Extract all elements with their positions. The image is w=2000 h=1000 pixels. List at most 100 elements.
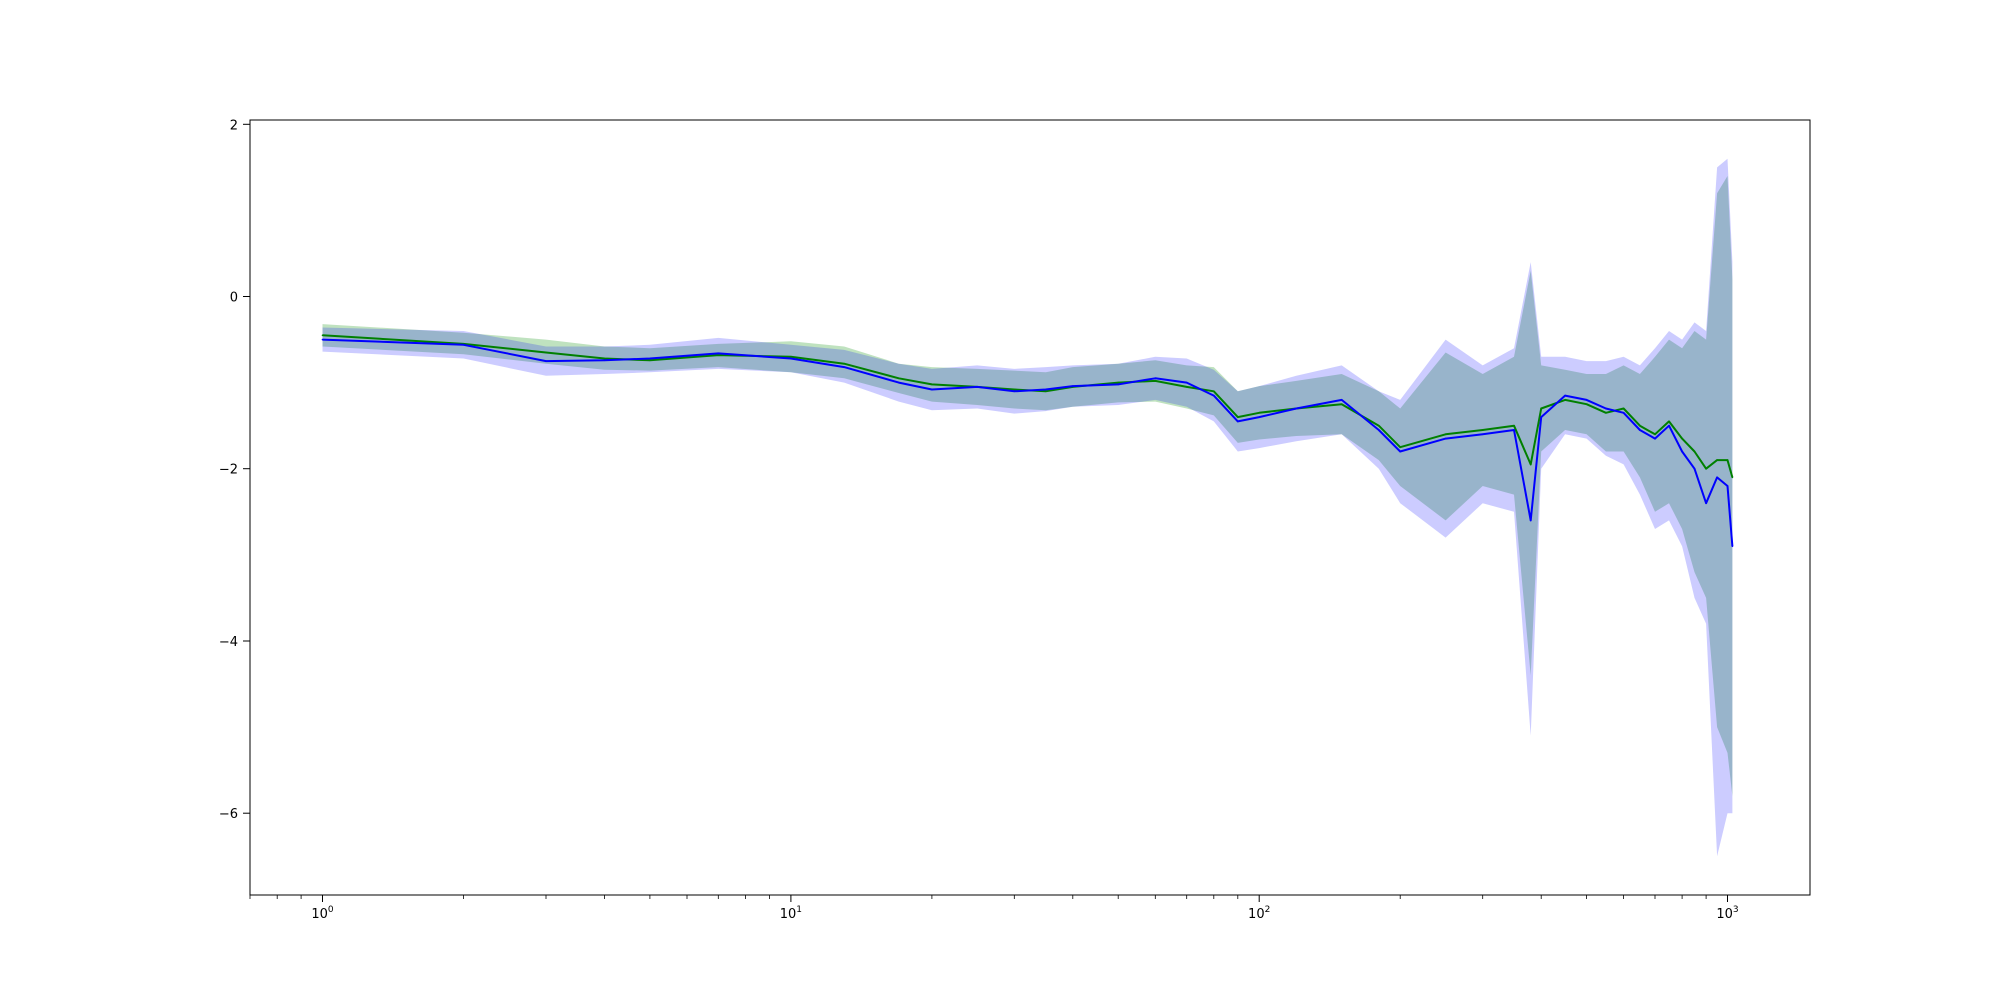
plot-area bbox=[250, 120, 1810, 895]
y-tick-label: −4 bbox=[219, 635, 238, 650]
series-1-point bbox=[898, 377, 900, 380]
series-1-point bbox=[1213, 390, 1215, 393]
series-1-point bbox=[1237, 416, 1239, 418]
series-2-point bbox=[1529, 519, 1532, 522]
series-2-point bbox=[1585, 399, 1588, 401]
series-1-point bbox=[1622, 407, 1625, 410]
series-2-point bbox=[545, 360, 547, 362]
series-2-point bbox=[931, 388, 933, 391]
y-axis: 2 0 −2 −4 −6 bbox=[219, 118, 250, 822]
series-1-point bbox=[790, 356, 792, 358]
y-tick-label: −2 bbox=[219, 463, 238, 478]
series-2-point bbox=[1117, 383, 1119, 386]
series-1-band bbox=[322, 176, 1733, 796]
series-lines bbox=[321, 334, 1734, 548]
series-2-point bbox=[1295, 407, 1298, 410]
confidence-bands bbox=[322, 158, 1733, 857]
x-tick-label: 102 bbox=[1248, 905, 1270, 922]
series-2-point bbox=[1154, 377, 1157, 380]
series-2-point bbox=[1378, 429, 1380, 431]
series-2-point bbox=[1639, 429, 1641, 431]
series-1-point bbox=[545, 351, 547, 354]
series-1-point bbox=[1444, 433, 1447, 436]
series-2-point bbox=[1513, 429, 1515, 431]
series-1-line bbox=[322, 334, 1734, 478]
series-2-point bbox=[1444, 437, 1447, 440]
series-1-point bbox=[1693, 450, 1696, 453]
series-2-point bbox=[1258, 416, 1260, 418]
series-1-point bbox=[1726, 459, 1729, 461]
series-2-point bbox=[1705, 502, 1707, 505]
series-1-point bbox=[1185, 386, 1188, 388]
series-2-band bbox=[322, 158, 1733, 857]
series-1-point bbox=[1399, 446, 1401, 449]
series-1-point bbox=[1481, 429, 1484, 431]
series-1-point bbox=[1585, 403, 1588, 406]
series-1-point bbox=[1258, 412, 1260, 414]
series-1-point bbox=[1513, 424, 1515, 427]
x-tick-label: 101 bbox=[780, 905, 802, 922]
series-2-point bbox=[649, 357, 651, 360]
series-1-point bbox=[1668, 420, 1670, 423]
x-tick-label: 100 bbox=[311, 905, 334, 922]
series-2-point bbox=[321, 338, 324, 341]
series-1-point bbox=[931, 383, 933, 386]
series-2-point bbox=[1072, 385, 1074, 387]
series-1-point bbox=[1540, 407, 1542, 410]
series-1-point bbox=[1044, 390, 1047, 393]
series-2-point bbox=[1340, 399, 1343, 401]
series-1-point bbox=[1117, 381, 1119, 384]
series-2-point bbox=[1564, 394, 1566, 397]
series-1-point bbox=[1654, 433, 1656, 436]
series-2-point bbox=[462, 344, 465, 346]
series-2-point bbox=[1681, 450, 1683, 453]
y-tick-label: 0 bbox=[230, 291, 238, 306]
series-2-point bbox=[1185, 381, 1188, 384]
series-2-point bbox=[1716, 476, 1718, 479]
series-2-point bbox=[1726, 485, 1729, 487]
plot-frame bbox=[249, 119, 1811, 896]
y-tick-label: 2 bbox=[230, 118, 238, 133]
series-1-point bbox=[649, 359, 651, 362]
series-1-point bbox=[1013, 388, 1016, 391]
series-2-point bbox=[1237, 420, 1239, 423]
series-2-point bbox=[1044, 388, 1047, 391]
series-2-point bbox=[1622, 412, 1625, 414]
series-2-point bbox=[1481, 433, 1484, 436]
series-2-point bbox=[1213, 394, 1215, 397]
x-axis: 100 101 102 103 bbox=[249, 895, 1739, 922]
series-2-point bbox=[1540, 416, 1542, 418]
series-1-point bbox=[1681, 437, 1683, 440]
series-1-point bbox=[1529, 463, 1532, 466]
series-2-point bbox=[898, 381, 900, 384]
series-2-point bbox=[1731, 545, 1734, 548]
series-2-point bbox=[1013, 390, 1016, 393]
series-2-point bbox=[603, 359, 606, 362]
series-1-point bbox=[1378, 424, 1380, 427]
series-2-point bbox=[843, 366, 845, 368]
y-tick-label: −6 bbox=[219, 807, 238, 822]
series-2-point bbox=[1654, 437, 1656, 440]
series-1-point bbox=[603, 357, 606, 360]
series-2-point bbox=[1605, 407, 1607, 410]
x-tick-label: 103 bbox=[1716, 905, 1738, 922]
series-2-point bbox=[790, 357, 792, 360]
series-1-point bbox=[1716, 459, 1718, 461]
series-1-point bbox=[1605, 412, 1607, 414]
series-2-point bbox=[976, 386, 978, 388]
series-1-point bbox=[1154, 380, 1157, 382]
series-2-point bbox=[717, 352, 720, 355]
series-1-point bbox=[1705, 467, 1707, 470]
series-2-point bbox=[1693, 467, 1696, 470]
series-1-point bbox=[1639, 424, 1641, 427]
series-1-point bbox=[1340, 403, 1343, 406]
series-2-point bbox=[1399, 450, 1401, 453]
series-2-point bbox=[1668, 424, 1670, 427]
series-2-line bbox=[322, 338, 1734, 547]
series-1-point bbox=[321, 334, 324, 337]
series-1-point bbox=[717, 354, 720, 356]
series-1-point bbox=[1564, 399, 1566, 401]
series-1-point bbox=[1731, 476, 1734, 479]
series-1-point bbox=[843, 362, 845, 365]
